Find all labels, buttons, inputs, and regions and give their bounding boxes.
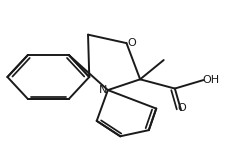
Text: O: O — [177, 103, 186, 113]
Text: N: N — [99, 85, 108, 95]
Text: OH: OH — [202, 75, 219, 85]
Text: O: O — [127, 38, 136, 48]
